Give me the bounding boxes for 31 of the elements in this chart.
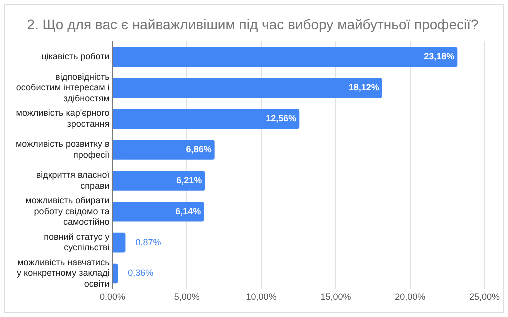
x-tick-label: 0,00% xyxy=(100,292,126,302)
bar xyxy=(113,171,206,191)
bar xyxy=(113,78,382,98)
x-tick-label: 25,00% xyxy=(469,292,500,302)
bar xyxy=(113,47,458,68)
data-label: 6,21% xyxy=(176,175,202,186)
y-tick-label: цікавість роботи xyxy=(42,52,110,62)
data-label: 6,86% xyxy=(186,144,212,155)
bar xyxy=(113,202,204,222)
bar xyxy=(113,140,215,160)
y-tick-label: можливість обирати роботу свідомо та самостійно xyxy=(26,196,110,228)
bar xyxy=(113,264,118,284)
y-tick-label: відкриття власної справи xyxy=(36,170,110,191)
data-label: 6,14% xyxy=(176,206,202,216)
x-tick-label: 10,00% xyxy=(246,292,277,302)
chart-title: 2. Що для вас є найважливішим під час вибору майбутньої професії? xyxy=(27,16,479,32)
data-label: 0,87% xyxy=(136,237,162,248)
data-label: 18,12% xyxy=(348,82,380,93)
bar xyxy=(113,232,126,253)
data-label: 0,36% xyxy=(128,268,154,278)
data-label: 12,56% xyxy=(266,114,297,124)
bar xyxy=(113,109,300,130)
data-label: 23,18% xyxy=(424,52,455,62)
x-tick-label: 20,00% xyxy=(395,292,426,302)
y-tick-label: можливість навчатись у конкретному закладі освіти xyxy=(17,257,110,290)
y-tick-label: повний статус у суспільстві xyxy=(44,232,110,253)
y-tick-label: відповідність особистим інтересам і здібностям xyxy=(16,72,110,104)
x-tick-label: 15,00% xyxy=(320,292,352,302)
x-tick-label: 5,00% xyxy=(174,292,200,302)
y-tick-label: можливість кар'єрного зростання xyxy=(16,108,110,129)
y-tick-label: можливість розвитку в професії xyxy=(16,139,110,160)
